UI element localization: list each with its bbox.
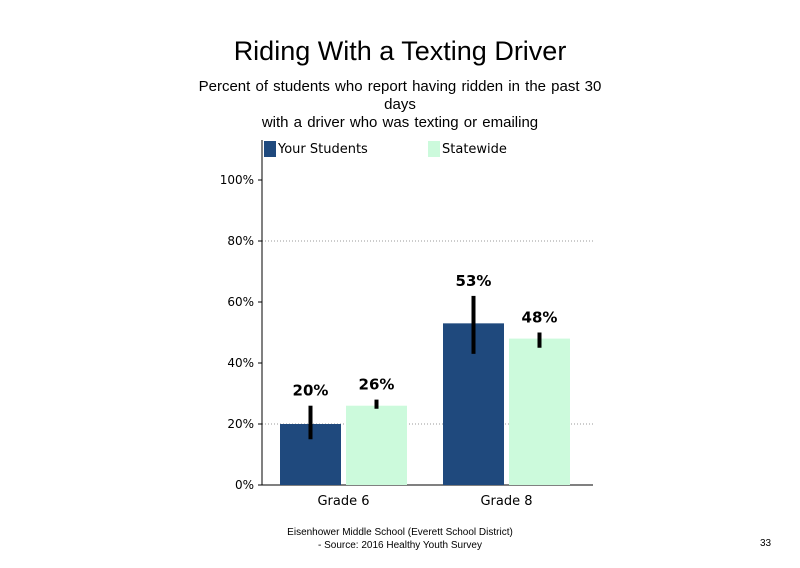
legend-swatch-statewide (428, 141, 440, 157)
footer-source: Eisenhower Middle School (Everett School… (250, 526, 550, 552)
subtitle-line-3: with a driver who was texting or emailin… (261, 114, 539, 131)
bar-statewide (509, 338, 570, 485)
y-tick-label: 100% (220, 173, 254, 187)
chart-title: Riding With a Texting Driver (233, 36, 567, 66)
x-tick-label: Grade 8 (480, 494, 532, 509)
legend-label-your-students: Your Students (278, 141, 368, 157)
footer-source-line: - Source: 2016 Healthy Youth Survey (318, 540, 482, 551)
data-label: 48% (522, 309, 558, 327)
legend-item-statewide: Statewide (428, 140, 507, 158)
y-tick-label: 60% (227, 295, 254, 309)
legend-label-statewide: Statewide (442, 141, 507, 157)
data-label: 53% (456, 272, 492, 290)
data-label: 20% (293, 382, 329, 400)
x-tick-label: Grade 6 (317, 494, 369, 509)
y-tick-label: 0% (235, 478, 254, 492)
subtitle-line-2: days (384, 96, 416, 113)
page-number: 33 (760, 538, 772, 549)
legend-swatch-your-students (264, 141, 276, 157)
chart-subtitle: Percent of students who report having ri… (170, 78, 630, 132)
subtitle-line-1: Percent of students who report having ri… (198, 78, 602, 95)
y-tick-label: 40% (227, 356, 254, 370)
legend-item-your-students: Your Students (264, 140, 368, 158)
y-tick-label: 80% (227, 234, 254, 248)
y-tick-label: 20% (227, 417, 254, 431)
footer-school: Eisenhower Middle School (Everett School… (287, 527, 513, 538)
data-label: 26% (359, 376, 395, 394)
bar-statewide (346, 405, 407, 485)
